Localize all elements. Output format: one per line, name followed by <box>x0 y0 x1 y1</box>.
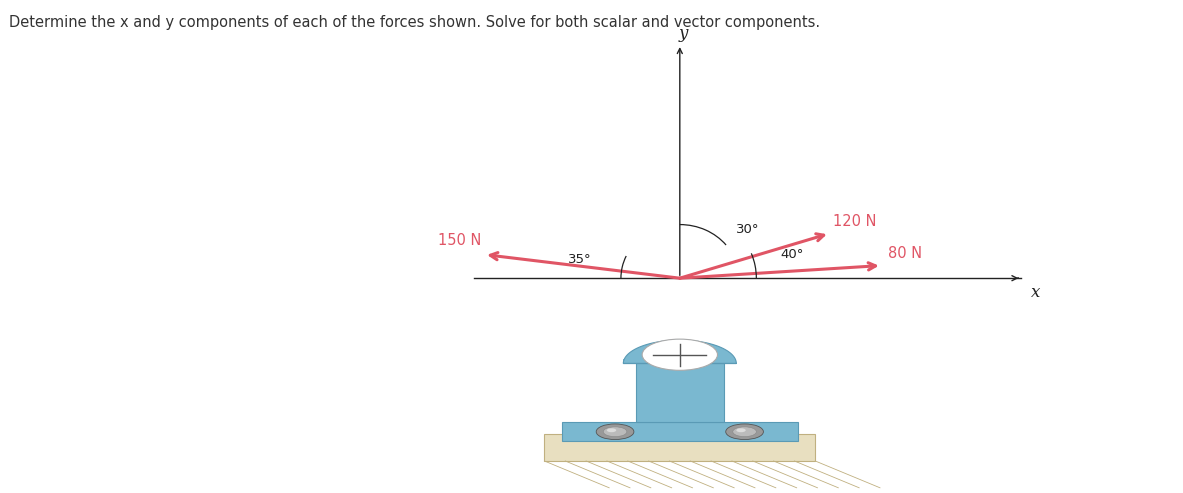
Text: 80 N: 80 N <box>888 246 923 261</box>
Circle shape <box>725 424 763 440</box>
Text: 35°: 35° <box>568 253 592 266</box>
Bar <box>544 434 815 461</box>
Circle shape <box>736 428 745 432</box>
Text: y: y <box>679 25 689 42</box>
Text: Determine the x and y components of each of the forces shown. Solve for both sca: Determine the x and y components of each… <box>8 15 820 30</box>
Text: 40°: 40° <box>780 248 803 261</box>
Text: 150 N: 150 N <box>438 233 481 247</box>
Text: 30°: 30° <box>736 223 759 236</box>
Circle shape <box>596 424 634 440</box>
Bar <box>623 358 736 363</box>
Bar <box>635 363 724 422</box>
Bar <box>562 422 797 441</box>
Circle shape <box>732 427 756 437</box>
Circle shape <box>642 339 717 370</box>
Text: x: x <box>1030 284 1040 301</box>
Circle shape <box>603 427 627 437</box>
Polygon shape <box>623 340 736 363</box>
Circle shape <box>607 428 616 432</box>
Text: 120 N: 120 N <box>833 214 877 229</box>
